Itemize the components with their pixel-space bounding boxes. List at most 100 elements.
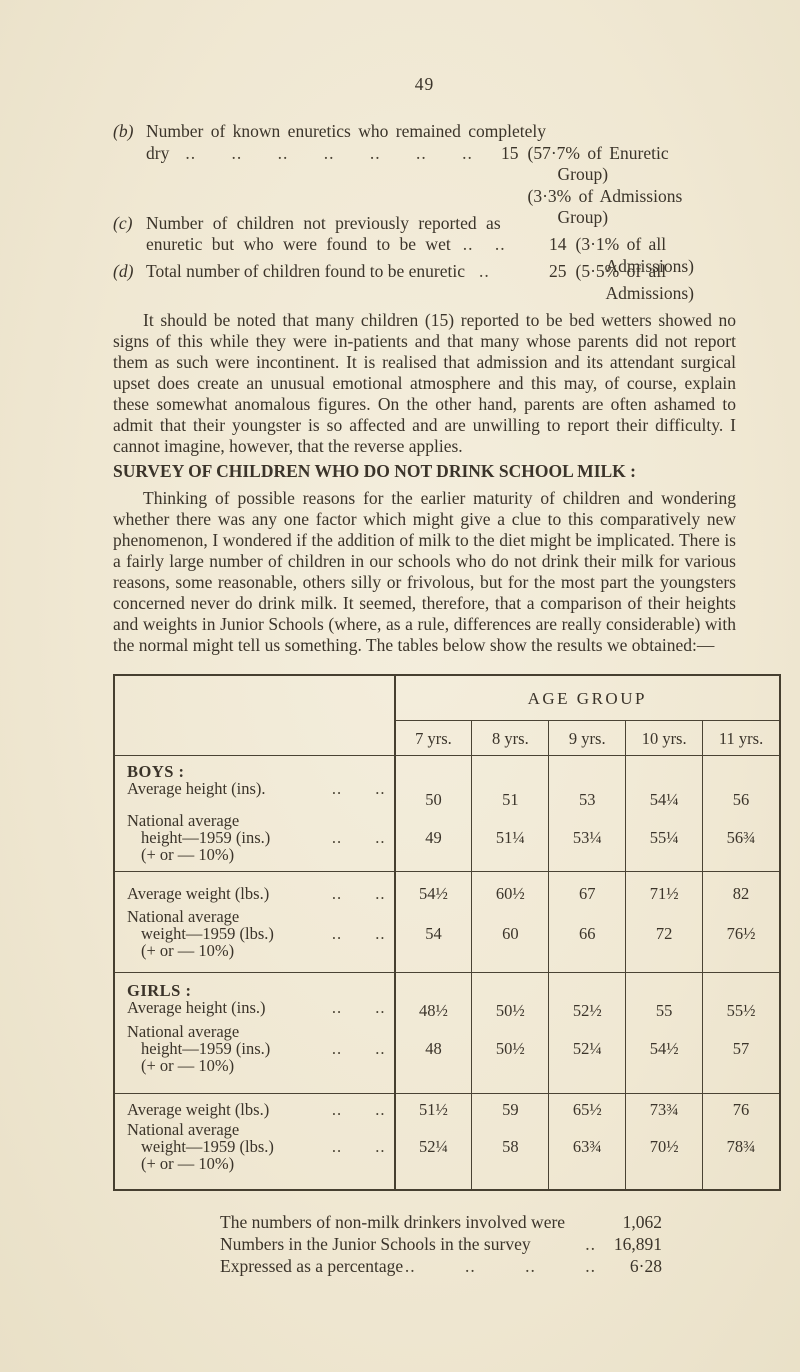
item-value-notes: (5·5% of all Admissions)	[576, 261, 698, 304]
table-cell: 55¼	[625, 812, 703, 872]
table-cell: 53	[548, 755, 626, 812]
row-label: National average	[127, 811, 240, 830]
item-label: Total number of children found to be enu…	[146, 261, 501, 283]
item-value: 25 (5·5% of all Admissions)	[501, 261, 736, 304]
table-cell: 78¾	[702, 1121, 780, 1190]
table-cell: 54¼	[625, 755, 703, 812]
item-note: (5·5% of all Admissions)	[575, 261, 694, 303]
dot-leaders: .. .. .. .. .. .. ..	[185, 142, 473, 163]
row-label: Average height (ins).	[127, 779, 266, 798]
table-cell: 82	[702, 871, 780, 908]
dot-leaders: .. ..	[331, 1100, 386, 1119]
table-header-age-group: AGE GROUP	[394, 675, 780, 721]
item-note: (57·7% of Enuretic Group)	[527, 142, 669, 185]
table-cell: 54½	[419, 884, 448, 903]
summary-value: 16,891	[613, 1234, 662, 1254]
row-label: height—1959 (ins.)	[141, 828, 271, 847]
row-label: Average weight (lbs.)	[127, 884, 270, 903]
dot-leaders: .. ..	[331, 1039, 386, 1058]
item-note: (3·3% of Admissions Group)	[527, 185, 683, 228]
dot-leaders: .. ..	[331, 779, 386, 798]
table-row-boys-national-height: National average height—1959 (ins.) .. ..…	[114, 812, 780, 872]
table-cell: 52¼	[419, 1137, 448, 1156]
table-cell: 76	[702, 1093, 780, 1121]
row-label: weight—1959 (lbs.)	[141, 1137, 274, 1156]
table-cell: 52½	[548, 972, 626, 1023]
dot-leaders: .. ..	[331, 998, 386, 1017]
item-marker: (d)	[113, 261, 134, 281]
paragraph-milk-survey-intro: Thinking of possible reasons for the ear…	[113, 488, 736, 655]
table-cell: 57	[702, 1023, 780, 1094]
table-cell: 50	[425, 790, 442, 809]
table-cell: 55½	[702, 972, 780, 1023]
list-item-c: (c) Number of children not previously re…	[113, 213, 736, 278]
row-label: National average	[127, 1022, 240, 1041]
table-cell: 66	[548, 908, 626, 973]
row-label: (+ or — 10%)	[141, 1154, 235, 1173]
summary-line: Numbers in the Junior Schools in the sur…	[220, 1233, 662, 1255]
table-col-7yrs: 7 yrs.	[394, 720, 472, 756]
table-cell: 48	[394, 1023, 472, 1094]
row-label: height—1959 (ins.)	[141, 1039, 271, 1058]
item-value-number: 15	[501, 142, 519, 163]
row-label: weight—1959 (lbs.)	[141, 924, 274, 943]
summary-label: The numbers of non-milk drinkers involve…	[220, 1212, 566, 1232]
table-cell: 71½	[625, 871, 703, 908]
item-marker: (c)	[113, 212, 133, 233]
section-heading-milk-survey: SURVEY OF CHILDREN WHO DO NOT DRINK SCHO…	[113, 461, 636, 481]
item-note: (3·1% of all Admissions)	[575, 234, 694, 276]
height-weight-table: AGE GROUP 7 yrs. 8 yrs. 9 yrs. 10 yrs. 1…	[113, 674, 781, 1191]
item-label-line: enuretic but who were found to be wet	[146, 234, 451, 254]
page-number: 49	[414, 74, 435, 94]
dot-leaders: .. ..	[331, 924, 386, 943]
row-label: (+ or — 10%)	[141, 1056, 235, 1075]
item-label-line: Total number of children found to be enu…	[146, 261, 466, 281]
table-cell: 67	[548, 871, 626, 908]
item-value-number: 25	[549, 261, 567, 281]
table-cell: 70½	[625, 1121, 703, 1190]
item-label: Number of known enuretics who remained c…	[146, 121, 546, 164]
item-label-line: dry	[146, 142, 170, 163]
survey-summary: The numbers of non-milk drinkers involve…	[220, 1211, 662, 1277]
enuresis-results-list: (b) Number of known enuretics who remain…	[113, 121, 736, 304]
paragraph-bedwetting-discussion: It should be noted that many children (1…	[113, 310, 736, 456]
table-cell: 55	[625, 972, 703, 1023]
table-cell: 51¼	[471, 812, 549, 872]
dot-leaders: .. ..	[331, 884, 386, 903]
table-row-girls-national-height: National average height—1959 (ins.) .. ..…	[114, 1023, 780, 1094]
table-col-11yrs: 11 yrs.	[702, 720, 780, 756]
row-label: National average	[127, 907, 240, 926]
table-cell: 58	[471, 1121, 549, 1190]
row-label: National average	[127, 1120, 240, 1139]
dot-leaders: .. ..	[462, 234, 506, 254]
row-section-label: BOYS :	[127, 762, 185, 781]
table-row-boys-avg-height: BOYS : Average height (ins)... .. 50 51 …	[114, 755, 780, 812]
dot-leaders: ..	[585, 1234, 596, 1254]
row-label: (+ or — 10%)	[141, 845, 235, 864]
row-label: Average weight (lbs.)	[127, 1100, 270, 1119]
summary-line: The numbers of non-milk drinkers involve…	[220, 1211, 662, 1233]
table-cell: 50½	[471, 1023, 549, 1094]
table-col-10yrs: 10 yrs.	[625, 720, 703, 756]
item-label-line: Number of known enuretics who remained c…	[146, 121, 546, 141]
table-cell: 56	[702, 755, 780, 812]
table-cell: 56¾	[702, 812, 780, 872]
summary-value: 6·28	[629, 1256, 662, 1276]
item-value-notes: (3·1% of all Admissions)	[576, 234, 698, 277]
table-col-8yrs: 8 yrs.	[471, 720, 549, 756]
table-corner-cell	[114, 675, 396, 756]
table-cell: 65½	[548, 1093, 626, 1121]
table-row-girls-avg-height: GIRLS : Average height (ins.) .. .. 48½ 5…	[114, 972, 780, 1023]
item-marker: (b)	[113, 121, 134, 141]
summary-line: Expressed as a percentage .. .. .. .. 6·…	[220, 1255, 662, 1277]
item-value: 14 (3·1% of all Admissions)	[501, 234, 736, 277]
row-label: Average height (ins.)	[127, 998, 266, 1017]
item-value-notes: (57·7% of Enuretic Group) (3·3% of Admis…	[528, 143, 724, 229]
row-section-label: GIRLS :	[127, 981, 192, 1000]
table-row-boys-avg-weight: Average weight (lbs.) .. .. 54½ 60½ 67 71…	[114, 871, 780, 908]
table-cell: 60½	[471, 871, 549, 908]
list-item-b: (b) Number of known enuretics who remain…	[113, 121, 736, 229]
dot-leaders: .. ..	[331, 828, 386, 847]
summary-label: Numbers in the Junior Schools in the sur…	[220, 1234, 531, 1254]
